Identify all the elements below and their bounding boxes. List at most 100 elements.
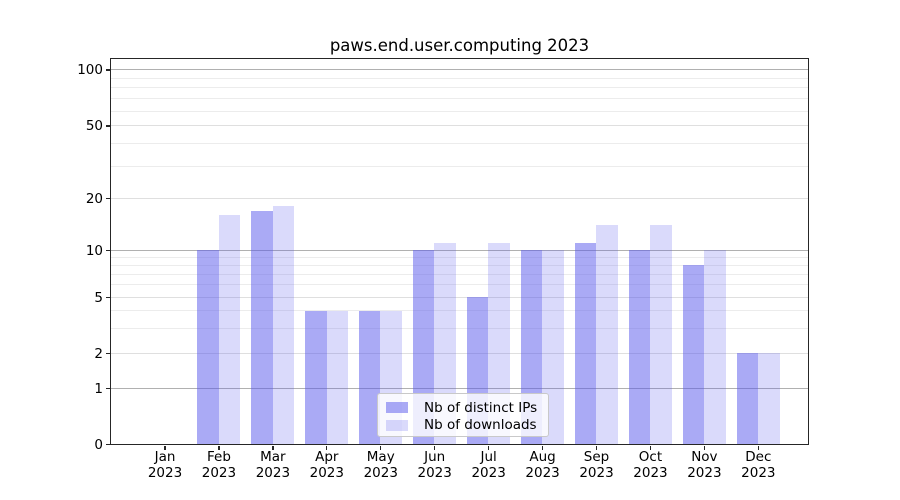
legend: Nb of distinct IPs Nb of downloads [377, 393, 549, 437]
x-tick-month: Nov [691, 449, 718, 465]
x-tick-month: Aug [529, 449, 556, 465]
x-tick-year: 2023 [309, 465, 344, 481]
plot-area [109, 58, 809, 446]
gridlines-layer [110, 59, 808, 444]
legend-item-distinct-ips: Nb of distinct IPs [386, 399, 540, 417]
bar-distinct-ips [358, 310, 381, 445]
gridline [110, 165, 808, 167]
x-tick-mark [703, 445, 706, 451]
bar-downloads [650, 225, 672, 445]
x-tick-mark [541, 445, 544, 451]
x-tick-mark [434, 445, 436, 451]
x-tick-year: 2023 [147, 465, 183, 481]
y-tick-mark [106, 352, 111, 355]
bar-downloads [596, 225, 618, 445]
x-tick-label: Jan 2023 [135, 449, 195, 481]
y-tick-mark [106, 296, 111, 299]
x-tick-year: 2023 [525, 465, 560, 481]
x-tick-mark [380, 445, 382, 451]
y-tick-label: 50 [85, 118, 103, 135]
legend-swatch-downloads [386, 419, 408, 431]
bar-distinct-ips [736, 353, 759, 445]
x-tick-label: May 2023 [351, 449, 411, 481]
x-tick-mark [649, 445, 652, 451]
x-tick-label: Jul 2023 [459, 449, 519, 481]
x-tick-month: Feb [206, 449, 231, 465]
x-tick-month: Jul [480, 449, 497, 465]
x-tick-label: Apr 2023 [297, 449, 357, 481]
x-tick-year: 2023 [417, 465, 452, 481]
gridline [110, 197, 808, 199]
gridline [110, 110, 808, 112]
bar-distinct-ips [628, 250, 651, 445]
x-tick-mark [757, 445, 759, 451]
gridline [110, 77, 808, 79]
gridline [110, 284, 808, 286]
x-tick-year: 2023 [741, 465, 776, 481]
bar-downloads [704, 250, 726, 445]
gridline [110, 87, 808, 89]
x-tick-month: Sep [583, 449, 610, 465]
bar-downloads [758, 353, 780, 445]
x-tick-month: Mar [260, 449, 286, 465]
x-tick-month: Dec [745, 449, 772, 465]
x-tick-mark [164, 445, 166, 451]
y-tick-mark [106, 125, 111, 127]
gridline [110, 256, 808, 258]
bars-layer [111, 59, 808, 445]
x-tick-mark [326, 445, 328, 451]
legend-label-downloads: Nb of downloads [424, 417, 537, 434]
y-tick-mark [106, 443, 111, 446]
x-tick-label: Feb 2023 [189, 449, 249, 481]
x-tick-mark [272, 445, 274, 451]
y-tick-label: 2 [94, 345, 103, 362]
y-tick-label: 1 [94, 380, 103, 397]
y-tick-mark [106, 249, 111, 252]
x-tick-mark [487, 445, 490, 451]
x-tick-label: Dec 2023 [728, 449, 788, 481]
bar-downloads [272, 206, 295, 445]
gridline [110, 387, 808, 389]
y-tick-label: 100 [77, 62, 103, 79]
x-tick-label: Aug 2023 [513, 449, 573, 481]
x-tick-year: 2023 [255, 465, 291, 481]
x-tick-year: 2023 [579, 465, 614, 481]
x-tick-mark [218, 445, 220, 451]
gridline [110, 264, 808, 266]
gridline [110, 273, 808, 275]
x-tick-month: Jan [154, 449, 176, 465]
y-tick-label: 5 [94, 289, 103, 306]
x-tick-mark [595, 445, 598, 451]
bar-downloads [326, 310, 348, 445]
y-tick-mark [106, 197, 111, 200]
x-tick-month: Jun [424, 449, 446, 465]
y-tick-label: 10 [85, 242, 103, 259]
bar-distinct-ips [574, 243, 597, 445]
x-tick-label: Oct 2023 [620, 449, 680, 481]
bar-distinct-ips [682, 265, 705, 445]
gridline [110, 98, 808, 100]
x-tick-label: Jun 2023 [405, 449, 465, 481]
gridline [110, 142, 808, 144]
bar-distinct-ips [251, 210, 273, 445]
x-tick-month: Apr [315, 449, 339, 465]
legend-swatch-distinct-ips [386, 402, 408, 414]
bar-distinct-ips [305, 310, 327, 445]
x-tick-month: May [366, 449, 395, 465]
x-tick-label: Mar 2023 [243, 449, 303, 481]
x-tick-month: Oct [638, 449, 663, 465]
legend-label-distinct-ips: Nb of distinct IPs [424, 399, 538, 416]
x-tick-year: 2023 [363, 465, 398, 481]
x-tick-year: 2023 [633, 465, 668, 481]
y-tick-label: 0 [94, 436, 103, 453]
x-tick-year: 2023 [687, 465, 722, 481]
bar-downloads [218, 215, 241, 445]
gridline [110, 352, 808, 354]
bar-distinct-ips [197, 250, 219, 445]
x-tick-label: Sep 2023 [567, 449, 627, 481]
y-tick-mark [106, 387, 111, 390]
x-tick-year: 2023 [201, 465, 237, 481]
gridline [110, 296, 808, 298]
y-tick-label: 20 [85, 190, 103, 207]
gridline [110, 125, 808, 127]
